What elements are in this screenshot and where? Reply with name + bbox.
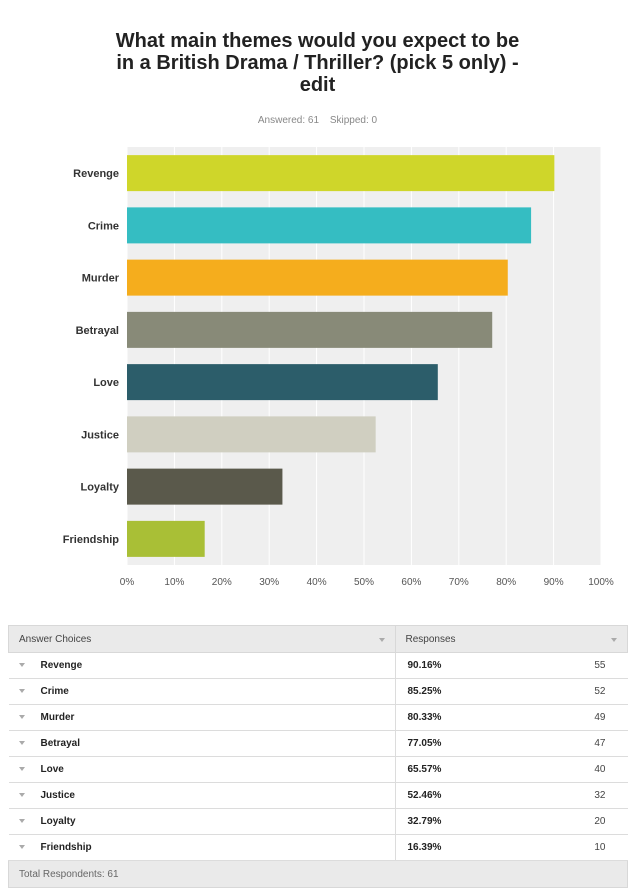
x-tick-label: 90% [544, 577, 564, 588]
expand-caret-icon[interactable] [18, 793, 25, 798]
x-tick-label: 40% [307, 577, 327, 588]
chart-title: What main themes would you expect to be … [0, 30, 635, 96]
table-row: Loyalty 32.79% 20 [8, 808, 628, 835]
category-label: Murder [82, 273, 120, 285]
header-answer-choices[interactable]: Answer Choices [8, 625, 396, 653]
sort-caret-icon[interactable] [611, 638, 617, 642]
x-tick-label: 20% [212, 577, 232, 588]
x-tick-label: 50% [354, 577, 374, 588]
category-label: Loyalty [80, 482, 119, 494]
table-row: Revenge 90.16% 55 [8, 652, 628, 679]
response-percent: 77.05% [394, 730, 486, 757]
total-respondents: Total Respondents: 61 [8, 860, 628, 888]
category-label: Revenge [73, 168, 119, 180]
answer-choice-label: Revenge [40, 660, 83, 671]
bar[interactable] [127, 364, 438, 401]
table-row: Betrayal 77.05% 47 [8, 730, 628, 757]
answer-choice-cell: Friendship [8, 834, 395, 861]
bar[interactable] [127, 259, 508, 296]
answer-choice-cell: Crime [8, 678, 395, 705]
response-percent: 65.57% [394, 756, 486, 783]
answer-choice-label: Friendship [40, 842, 92, 853]
title-line-3: edit [299, 74, 336, 96]
response-percent: 85.25% [394, 678, 486, 705]
bar[interactable] [127, 468, 283, 505]
answer-choice-label: Murder [40, 712, 75, 723]
x-tick-label: 10% [164, 577, 184, 588]
answer-choice-cell: Love [8, 756, 395, 783]
answer-choice-label: Crime [40, 686, 69, 697]
category-label: Friendship [63, 534, 120, 546]
x-tick-label: 70% [449, 577, 469, 588]
response-count: 55 [485, 652, 628, 679]
table-row: Love 65.57% 40 [8, 756, 628, 783]
category-label: Betrayal [76, 325, 119, 337]
expand-caret-icon[interactable] [18, 819, 25, 824]
response-count: 20 [485, 808, 628, 835]
answer-choice-label: Justice [40, 790, 75, 801]
bar[interactable] [127, 207, 532, 244]
answer-choice-label: Loyalty [40, 816, 76, 827]
title-line-2: in a British Drama / Thriller? (pick 5 o… [116, 52, 519, 74]
response-count: 10 [485, 834, 628, 861]
expand-caret-icon[interactable] [18, 767, 25, 772]
response-percent: 80.33% [394, 704, 486, 731]
header-responses[interactable]: Responses [394, 625, 628, 653]
table-row: Murder 80.33% 49 [8, 704, 628, 731]
expand-caret-icon[interactable] [18, 689, 25, 694]
category-label: Crime [88, 220, 119, 232]
x-tick-label: 60% [401, 577, 421, 588]
expand-caret-icon[interactable] [18, 845, 25, 850]
table-row: Friendship 16.39% 10 [8, 834, 628, 861]
response-count: 40 [485, 756, 628, 783]
expand-caret-icon[interactable] [18, 741, 25, 746]
category-label: Justice [81, 429, 119, 441]
answer-choice-cell: Revenge [8, 652, 395, 679]
response-count: 32 [485, 782, 628, 809]
bar[interactable] [127, 520, 205, 557]
x-tick-label: 80% [496, 577, 516, 588]
header-responses-label: Responses [405, 633, 456, 645]
sort-caret-icon[interactable] [378, 638, 385, 642]
response-summary: Answered: 61 Skipped: 0 [0, 115, 635, 126]
bar[interactable] [127, 311, 493, 348]
response-percent: 52.46% [394, 782, 486, 809]
table-row: Crime 85.25% 52 [8, 678, 628, 705]
responses-table: Answer Choices Responses Revenge 90.16% 55… [8, 625, 628, 888]
response-percent: 32.79% [394, 808, 486, 835]
x-tick-label: 0% [120, 577, 135, 588]
expand-caret-icon[interactable] [18, 715, 25, 720]
response-count: 47 [485, 730, 628, 757]
answer-choice-cell: Betrayal [8, 730, 395, 757]
bar[interactable] [127, 416, 376, 453]
response-count: 52 [485, 678, 628, 705]
answer-choice-label: Betrayal [40, 738, 80, 749]
bar-chart: 0% 10% 20% 30% 40% 50% 60% 70% 80% 90% 100% Revenge… [63, 147, 614, 588]
x-tick-label: 100% [588, 577, 614, 588]
title-line-1: What main themes would you expect to be [115, 30, 520, 52]
answer-choice-cell: Justice [8, 782, 395, 809]
table-row: Justice 52.46% 32 [8, 782, 628, 809]
answered-count: Answered: 61 [257, 115, 320, 126]
category-label: Love [93, 377, 119, 389]
bar[interactable] [127, 155, 555, 192]
skipped-count: Skipped: 0 [329, 115, 378, 126]
answer-choice-cell: Loyalty [8, 808, 395, 835]
x-tick-label: 30% [259, 577, 279, 588]
header-answer-choices-label: Answer Choices [19, 633, 92, 645]
expand-caret-icon[interactable] [18, 663, 25, 668]
response-count: 49 [485, 704, 628, 731]
answer-choice-label: Love [40, 764, 64, 775]
response-percent: 16.39% [394, 834, 486, 861]
answer-choice-cell: Murder [8, 704, 395, 731]
response-percent: 90.16% [394, 652, 486, 679]
